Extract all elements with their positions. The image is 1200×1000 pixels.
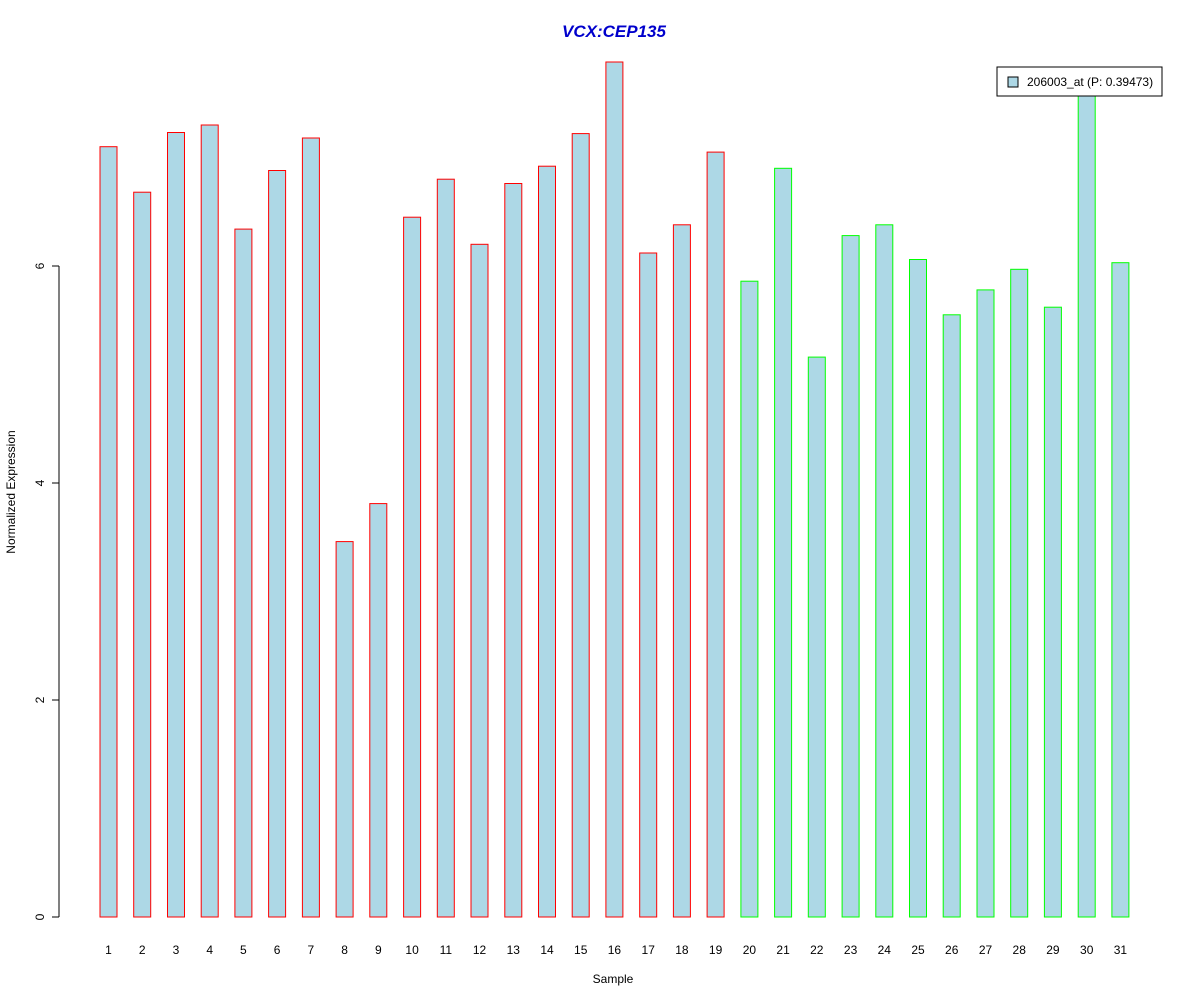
x-tick-label: 30 [1080,943,1094,957]
x-tick-label: 10 [405,943,419,957]
x-tick-label: 26 [945,943,959,957]
x-tick-label: 25 [911,943,925,957]
x-tick-label: 3 [173,943,180,957]
x-tick-label: 11 [440,943,453,957]
bar-sample-19 [706,151,725,918]
x-tick-label: 18 [675,943,689,957]
x-tick-label: 16 [608,943,622,957]
bar-sample-26 [942,314,961,918]
x-tick-label: 4 [206,943,213,957]
x-tick-label: 9 [375,943,382,957]
x-tick-label: 23 [844,943,858,957]
chart-title: VCX:CEP135 [562,22,666,41]
bar-sample-3 [167,132,185,918]
bar-sample-15 [571,133,590,918]
x-tick-labels: 1 2 3 4 5 6 7 8 9 10 11 12 13 14 15 16 17 18 19 20 21 22 23 24 2… [105,943,1127,957]
x-tick-label: 7 [308,943,315,957]
x-tick-label: 22 [810,943,824,957]
bar-sample-13 [504,183,523,918]
x-tick-label: 31 [1114,943,1128,957]
bar-sample-11 [436,178,455,918]
x-tick-label: 13 [507,943,521,957]
bar-sample-18 [672,224,691,918]
bar-sample-10 [403,216,422,918]
y-tick-label: 2 [33,696,47,703]
bar-sample-17 [639,252,658,918]
x-axis-label: Sample [593,972,634,986]
bar-sample-23 [841,235,860,918]
legend-box [996,66,1163,97]
y-tick-label: 0 [33,913,47,920]
bar-sample-6 [268,170,287,918]
bar-sample-4 [200,124,219,918]
y-axis-label: Normalized Expression [4,430,18,553]
y-axis: 0 2 4 6 [33,262,60,920]
legend-swatch [1007,76,1019,88]
bar-sample-9 [369,503,388,918]
x-tick-label: 8 [341,943,348,957]
x-tick-label: 21 [776,943,790,957]
bar-sample-16 [605,61,624,918]
bar-sample-21 [774,167,793,918]
bars-group [99,61,1130,918]
y-tick-label: 6 [33,262,47,269]
bar-sample-22 [807,356,826,918]
bar-sample-31 [1111,262,1130,918]
bar-sample-27 [976,289,995,918]
x-tick-label: 19 [709,943,723,957]
bar-sample-7 [301,137,320,918]
bar-sample-24 [875,224,894,918]
bar-sample-25 [909,259,927,918]
x-tick-label: 6 [274,943,281,957]
bar-sample-12 [470,243,489,918]
x-tick-label: 29 [1046,943,1060,957]
bar-sample-1 [99,146,118,918]
bar-sample-30 [1077,94,1096,918]
bar-sample-14 [538,165,556,918]
x-tick-label: 14 [540,943,554,957]
x-tick-label: 5 [240,943,247,957]
x-tick-label: 27 [979,943,993,957]
legend-entry: 206003_at (P: 0.39473) [1027,75,1153,89]
x-tick-label: 24 [878,943,892,957]
x-tick-label: 1 [105,943,112,957]
x-tick-label: 17 [642,943,656,957]
legend: 206003_at (P: 0.39473) [996,66,1163,97]
x-tick-label: 12 [473,943,487,957]
x-tick-label: 28 [1013,943,1027,957]
x-tick-label: 15 [574,943,588,957]
bar-sample-20 [740,280,759,918]
y-tick-label: 4 [33,479,47,486]
x-tick-label: 20 [743,943,757,957]
bar-sample-8 [335,541,354,918]
bar-sample-5 [234,228,253,918]
bar-sample-28 [1010,268,1029,918]
x-tick-label: 2 [139,943,146,957]
bar-sample-29 [1043,306,1062,918]
bar-sample-2 [133,191,152,918]
